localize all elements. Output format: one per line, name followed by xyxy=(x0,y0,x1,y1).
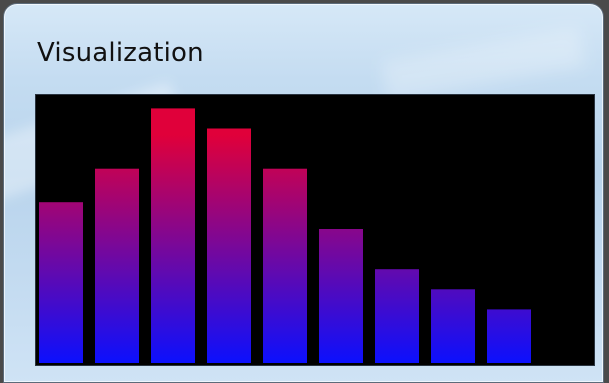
bar-7 xyxy=(375,269,419,363)
visualization-canvas xyxy=(35,94,595,366)
bar-1 xyxy=(39,202,83,363)
bar-6 xyxy=(319,229,363,363)
visualization-window: Visualization xyxy=(3,3,604,383)
bar-5 xyxy=(263,168,307,363)
bar-chart xyxy=(36,95,594,365)
bar-8 xyxy=(431,289,475,363)
window-title: Visualization xyxy=(37,38,204,68)
bar-3 xyxy=(151,108,195,364)
bar-4 xyxy=(207,128,251,363)
bar-2 xyxy=(95,168,139,363)
bar-9 xyxy=(487,309,531,363)
